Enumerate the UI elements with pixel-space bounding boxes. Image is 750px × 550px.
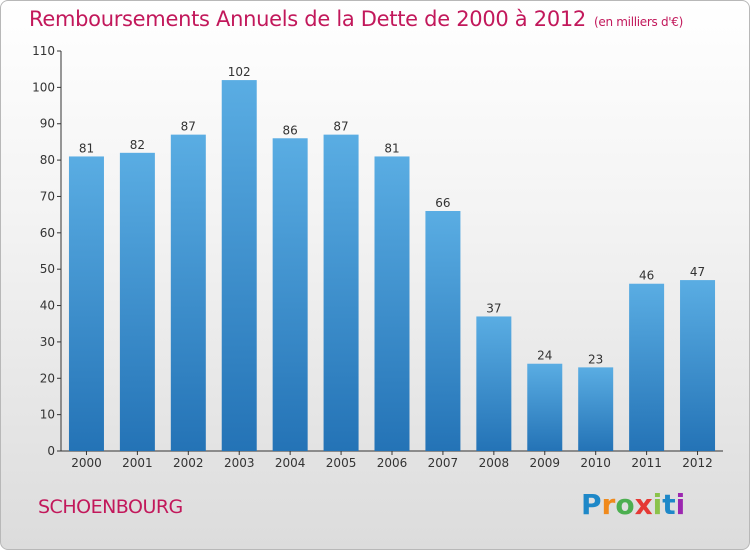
bar-value-label: 102: [228, 65, 251, 79]
bar: [476, 316, 512, 451]
bar-value-label: 23: [588, 352, 603, 366]
bar-value-label: 82: [130, 138, 145, 152]
x-tick-label: 2011: [631, 456, 662, 470]
x-tick-label: 2004: [275, 456, 306, 470]
x-axis: 2000 2001 2002 2003 2004 2005 2006 2007 2008 2009…: [61, 450, 723, 470]
y-tick-label: 0: [47, 444, 55, 458]
y-tick-label: 10: [40, 408, 55, 422]
x-tick-label: 2005: [326, 456, 357, 470]
data-labels: 81 82 87 102 86 87 81 66 37 24 23 46 47: [79, 65, 705, 366]
y-tick-label: 20: [40, 371, 55, 385]
y-tick-label: 70: [40, 189, 55, 203]
x-tick-label: 2002: [173, 456, 204, 470]
x-tick-label: 2007: [428, 456, 459, 470]
x-tick-label: 2010: [580, 456, 611, 470]
bar-value-label: 87: [181, 120, 196, 134]
y-tick-label: 100: [32, 80, 55, 94]
bar: [374, 156, 410, 452]
x-tick-label: 2000: [71, 456, 102, 470]
x-tick-label: 2012: [682, 456, 713, 470]
bar: [119, 152, 155, 451]
bar-value-label: 46: [639, 269, 654, 283]
x-tick-label: 2001: [122, 456, 153, 470]
bar-value-label: 47: [690, 265, 705, 279]
bar-value-label: 81: [79, 141, 94, 155]
chart-title-text: Remboursements Annuels de la Dette de 20…: [29, 7, 586, 31]
x-tick-label: 2009: [529, 456, 560, 470]
bar-value-label: 86: [283, 123, 298, 137]
x-tick-label: 2003: [224, 456, 255, 470]
bar: [527, 363, 563, 451]
proxiti-logo[interactable]: Proxiti: [581, 488, 686, 521]
bar-value-label: 87: [333, 120, 348, 134]
bar: [68, 156, 104, 452]
chart-unit: (en milliers d'€): [594, 15, 684, 29]
city-name: SCHOENBOURG: [38, 496, 183, 518]
bar: [680, 280, 716, 451]
x-tick-label: 2008: [479, 456, 510, 470]
bar: [323, 134, 359, 452]
bars: [68, 80, 716, 452]
bar: [170, 134, 206, 452]
bar: [272, 138, 308, 452]
x-tick-label: 2006: [377, 456, 408, 470]
y-tick-label: 40: [40, 299, 55, 313]
bar-value-label: 24: [537, 349, 552, 363]
y-tick-label: 30: [40, 335, 55, 349]
bar: [578, 367, 614, 451]
y-tick-label: 60: [40, 226, 55, 240]
chart-title: Remboursements Annuels de la Dette de 20…: [29, 7, 683, 31]
y-axis: 0 10 20 30 40 50 60 70 80 90 100 110: [32, 44, 62, 458]
bar-value-label: 66: [435, 196, 450, 210]
y-tick-label: 90: [40, 117, 55, 131]
bar: [629, 283, 665, 451]
bar: [425, 211, 461, 451]
y-tick-label: 80: [40, 153, 55, 167]
bar: [221, 80, 257, 451]
y-tick-label: 50: [40, 262, 55, 276]
bar-value-label: 37: [486, 301, 501, 315]
bar-value-label: 81: [384, 141, 399, 155]
y-tick-label: 110: [32, 44, 55, 58]
